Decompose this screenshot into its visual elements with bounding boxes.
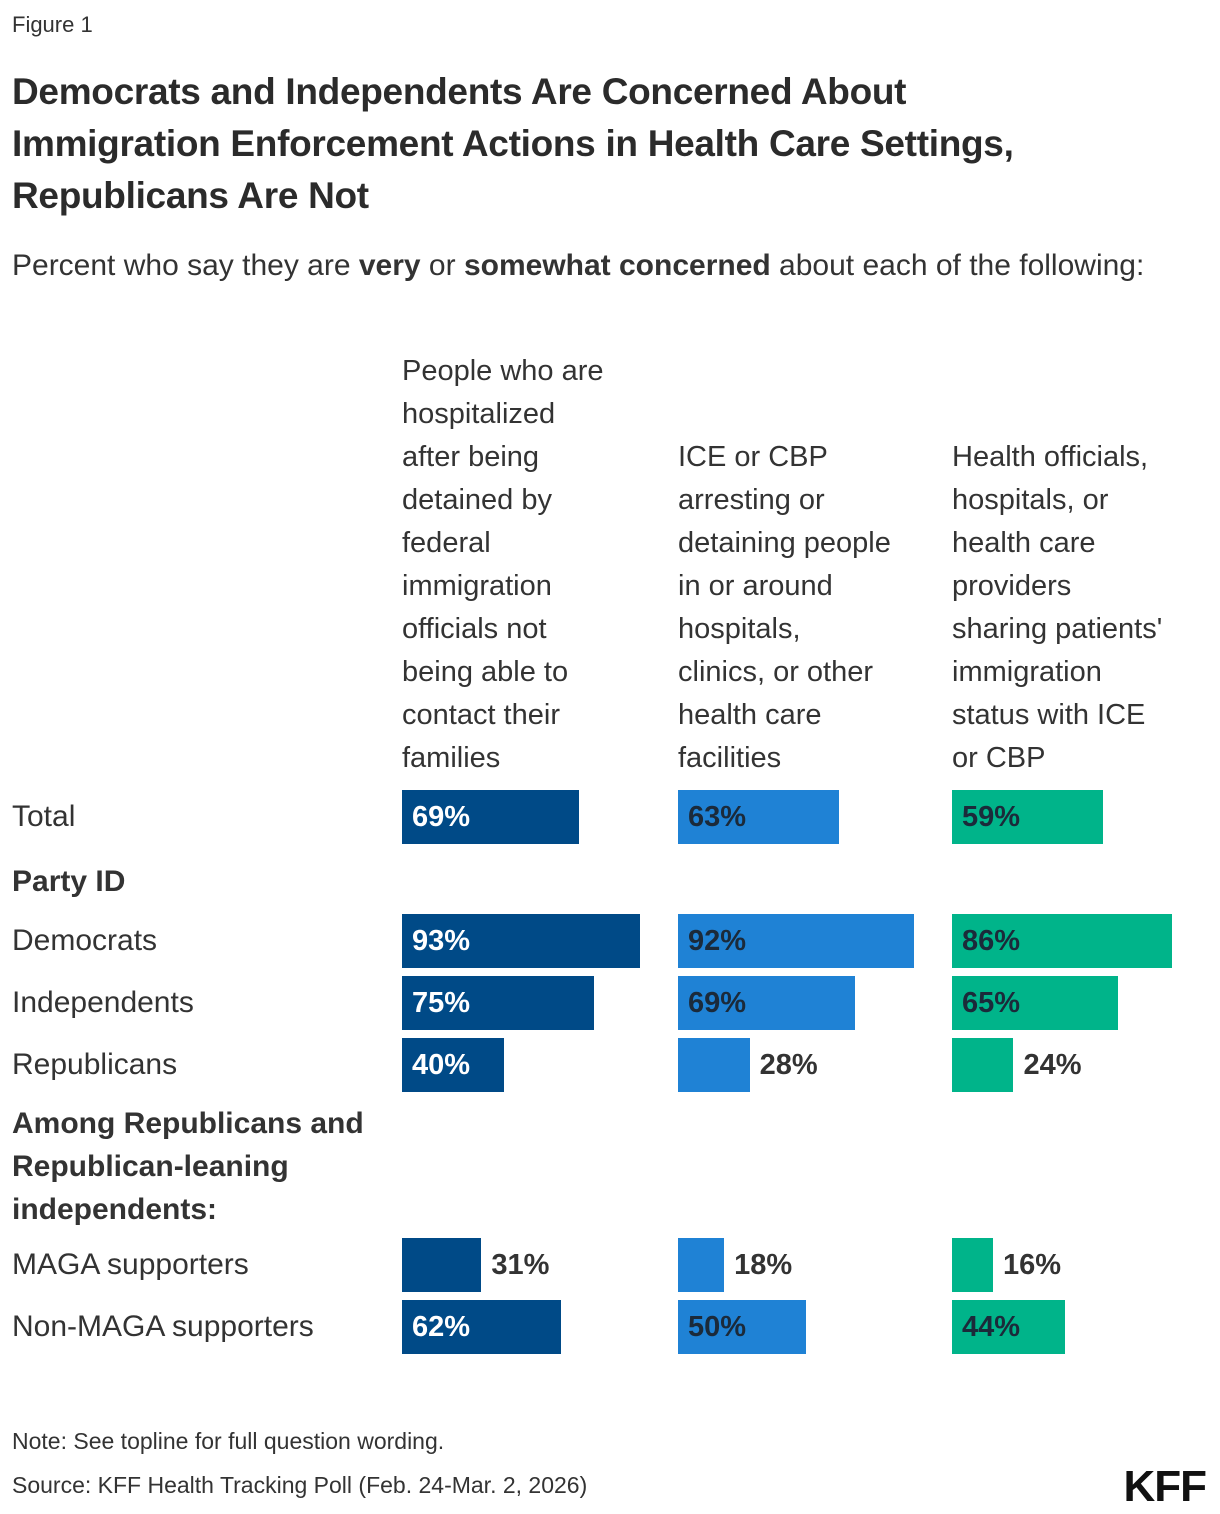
column-header-line: immigration (952, 656, 1102, 688)
bar (402, 1300, 561, 1354)
bar (952, 790, 1104, 844)
column-header-line: People who are (402, 355, 604, 387)
data-label: 62% (412, 1311, 471, 1343)
data-label: 50% (688, 1311, 747, 1343)
bar (952, 976, 1119, 1030)
bar (952, 1300, 1065, 1354)
bar (952, 1038, 1014, 1092)
category-label: Republicans (12, 1048, 178, 1081)
column-header-line: hospitals, or (952, 484, 1109, 516)
column-header-line: federal (402, 527, 491, 559)
data-label: 63% (688, 801, 747, 833)
column-header-line: after being (402, 441, 540, 473)
data-label: 24% (1023, 1049, 1082, 1081)
data-label: 75% (412, 987, 471, 1019)
column-header-line: or CBP (952, 742, 1046, 774)
column-header-line: health care (952, 527, 1096, 559)
category-label: Independents (12, 986, 194, 1019)
category-label: Total (12, 800, 76, 833)
bar (678, 1300, 806, 1354)
data-label: 65% (962, 987, 1021, 1019)
bar (402, 1038, 505, 1092)
chart-title: Democrats and Independents Are Concerned… (12, 66, 1202, 222)
category-label: Non-MAGA supporters (12, 1310, 314, 1343)
column-header-line: in or around (678, 570, 833, 602)
title-line: Immigration Enforcement Actions in Healt… (12, 123, 1014, 164)
kff-logo: KFF (1123, 1462, 1207, 1511)
group-heading-line: Among Republicans and (12, 1107, 364, 1140)
group-heading-line: Republican-leaning (12, 1150, 289, 1183)
column-header: People who are hospitalized after being det… (402, 350, 672, 780)
column-header-line: hospitals, (678, 613, 801, 645)
group-heading-line: Party ID (12, 865, 126, 898)
category-label: Democrats (12, 924, 158, 957)
data-label: 86% (962, 925, 1021, 957)
subtitle-bold: very (358, 249, 421, 282)
data-label: 69% (688, 987, 747, 1019)
source: Source: KFF Health Tracking Poll (Feb. 2… (12, 1472, 588, 1498)
column-header-line: immigration (402, 570, 552, 602)
group-heading: Party ID (12, 860, 125, 903)
bar (402, 1238, 482, 1292)
column-header-line: clinics, or other (678, 656, 874, 688)
bar (678, 914, 914, 968)
column-header: ICE or CBP arresting or detaining people in… (678, 436, 948, 780)
data-label: 40% (412, 1049, 471, 1081)
data-label: 44% (962, 1311, 1021, 1343)
data-label: 93% (412, 925, 471, 957)
group-heading-line: independents: (12, 1193, 218, 1226)
bar (678, 1038, 750, 1092)
column-header: Health officials, hospitals, or health car… (952, 436, 1220, 780)
bar (952, 1238, 993, 1292)
column-header-line: contact their (402, 699, 560, 731)
subtitle-text: about each of the following: (770, 249, 1145, 282)
bar (678, 790, 840, 844)
subtitle-text: Percent who say they are (12, 249, 359, 282)
note: Note: See topline for full question word… (12, 1428, 445, 1454)
group-heading: Among Republicans and Republican-leaning i… (12, 1102, 364, 1231)
bar (402, 790, 579, 844)
column-header-line: facilities (678, 742, 782, 774)
column-header-line: hospitalized (402, 398, 556, 430)
column-header-line: families (402, 742, 501, 774)
subtitle-bold: somewhat concerned (463, 249, 771, 282)
column-header-line: detained by (402, 484, 552, 516)
column-header-line: providers (952, 570, 1072, 602)
bar (952, 914, 1173, 968)
figure-label: Figure 1 (12, 12, 93, 37)
data-label: 92% (688, 925, 747, 957)
column-header-line: status with ICE (952, 699, 1146, 731)
data-label: 16% (1002, 1249, 1061, 1281)
column-header-line: sharing patients' (952, 613, 1163, 645)
data-label: 28% (759, 1049, 818, 1081)
column-header-line: arresting or (678, 484, 825, 516)
category-label: MAGA supporters (12, 1248, 249, 1281)
title-line: Republicans Are Not (12, 175, 369, 216)
data-label: 69% (412, 801, 471, 833)
title-line: Democrats and Independents Are Concerned… (12, 71, 907, 112)
bar (402, 976, 594, 1030)
data-label: 31% (491, 1249, 550, 1281)
subtitle-text: or (420, 249, 464, 282)
column-header-line: Health officials, (952, 441, 1149, 473)
data-label: 59% (962, 801, 1021, 833)
bar (678, 1238, 725, 1292)
data-label: 18% (734, 1249, 793, 1281)
bar (678, 976, 855, 1030)
column-header-line: ICE or CBP (678, 441, 828, 473)
column-header-line: officials not (402, 613, 547, 645)
column-header-line: being able to (402, 656, 569, 688)
column-header-line: detaining people (678, 527, 891, 559)
chart-subtitle: Percent who say they are very or somewha… (12, 244, 1192, 287)
bar (402, 914, 641, 968)
column-header-line: health care (678, 699, 822, 731)
